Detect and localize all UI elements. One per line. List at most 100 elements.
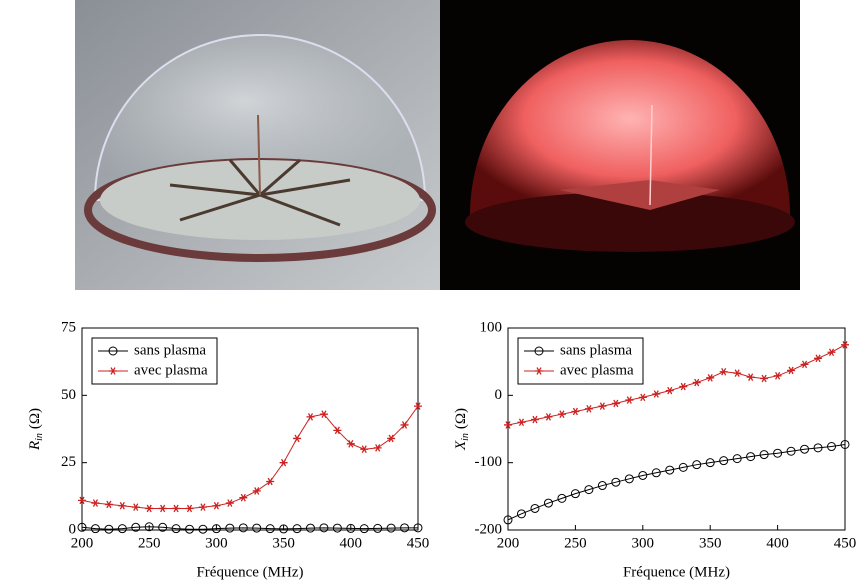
marker — [760, 374, 769, 383]
marker — [800, 444, 810, 454]
marker — [544, 413, 553, 421]
marker — [530, 503, 540, 513]
y-axis-label-part: in — [34, 433, 45, 441]
marker — [598, 402, 607, 410]
marker — [624, 474, 634, 484]
x-tick-label: 250 — [138, 535, 161, 551]
marker — [516, 509, 526, 519]
photo-dome — [75, 0, 440, 290]
marker — [265, 524, 275, 534]
marker — [198, 503, 207, 511]
marker — [692, 378, 701, 387]
legend-marker — [535, 367, 543, 375]
marker — [319, 410, 328, 418]
y-axis-label: Rin (Ω) — [27, 408, 45, 451]
x-tick-label: 200 — [71, 535, 94, 551]
marker — [131, 522, 141, 532]
marker — [78, 496, 86, 505]
marker — [252, 523, 262, 533]
y-tick-label: -100 — [475, 454, 503, 470]
marker — [332, 523, 342, 533]
x-tick-label: 450 — [407, 535, 430, 551]
marker — [597, 481, 607, 491]
marker — [705, 458, 715, 468]
marker — [117, 524, 127, 534]
marker — [611, 477, 621, 487]
series-line — [507, 443, 846, 521]
marker — [185, 524, 195, 534]
marker — [346, 523, 356, 533]
marker — [158, 504, 167, 513]
y-tick-label: 100 — [480, 319, 503, 335]
marker — [665, 465, 675, 475]
series-line — [81, 526, 418, 530]
legend-label: sans plasma — [560, 342, 632, 358]
y-tick-label: 75 — [61, 319, 76, 335]
marker — [77, 522, 87, 532]
y-axis-label-part: R — [27, 441, 43, 451]
marker — [557, 410, 566, 418]
marker — [400, 421, 409, 429]
marker — [293, 434, 302, 443]
legend-box — [517, 337, 644, 385]
marker — [679, 382, 688, 391]
marker — [746, 373, 755, 381]
marker — [786, 446, 796, 456]
marker — [306, 413, 315, 421]
marker — [719, 367, 728, 376]
x-axis-label: Fréquence (MHz) — [623, 564, 730, 580]
marker — [638, 470, 648, 480]
y-axis-label-part: (Ω) — [27, 408, 43, 429]
marker — [158, 522, 168, 532]
marker — [827, 442, 837, 452]
marker — [185, 504, 194, 513]
x-axis-label: Fréquence (MHz) — [196, 564, 303, 580]
x-tick-label: 450 — [834, 535, 857, 551]
legend-label: sans plasma — [134, 342, 206, 358]
x-tick-label: 250 — [564, 535, 587, 551]
marker — [104, 524, 114, 534]
marker — [400, 523, 410, 533]
marker — [346, 440, 355, 448]
marker — [360, 445, 369, 453]
marker — [827, 348, 836, 357]
marker — [90, 524, 100, 534]
y-tick-label: 50 — [61, 387, 76, 403]
marker — [279, 524, 289, 534]
marker — [333, 426, 342, 435]
marker — [373, 444, 382, 452]
marker — [414, 402, 422, 410]
marker — [172, 504, 181, 513]
marker — [773, 448, 783, 458]
marker — [800, 360, 809, 369]
x-tick-label: 300 — [632, 535, 655, 551]
marker — [145, 504, 154, 513]
marker — [530, 415, 539, 424]
marker — [706, 374, 715, 382]
legend-box — [91, 337, 218, 385]
plot-frame — [507, 327, 846, 531]
marker — [118, 501, 127, 510]
marker — [787, 366, 796, 375]
legend-marker — [534, 346, 544, 356]
marker — [319, 523, 329, 533]
photo-plasma — [440, 0, 800, 290]
legend-label: avec plasma — [560, 362, 634, 378]
y-tick-label: 0 — [495, 387, 503, 403]
legend-marker — [108, 346, 118, 356]
marker — [517, 418, 526, 427]
x-tick-label: 350 — [272, 535, 295, 551]
marker — [212, 501, 221, 510]
marker — [305, 523, 315, 533]
marker — [503, 515, 513, 525]
marker — [225, 499, 234, 507]
marker — [543, 498, 553, 508]
marker — [504, 421, 512, 429]
marker — [292, 524, 302, 534]
marker — [386, 523, 396, 533]
plot-frame — [81, 327, 419, 531]
x-tick-label: 400 — [340, 535, 363, 551]
marker — [611, 399, 620, 408]
marker — [746, 452, 756, 462]
